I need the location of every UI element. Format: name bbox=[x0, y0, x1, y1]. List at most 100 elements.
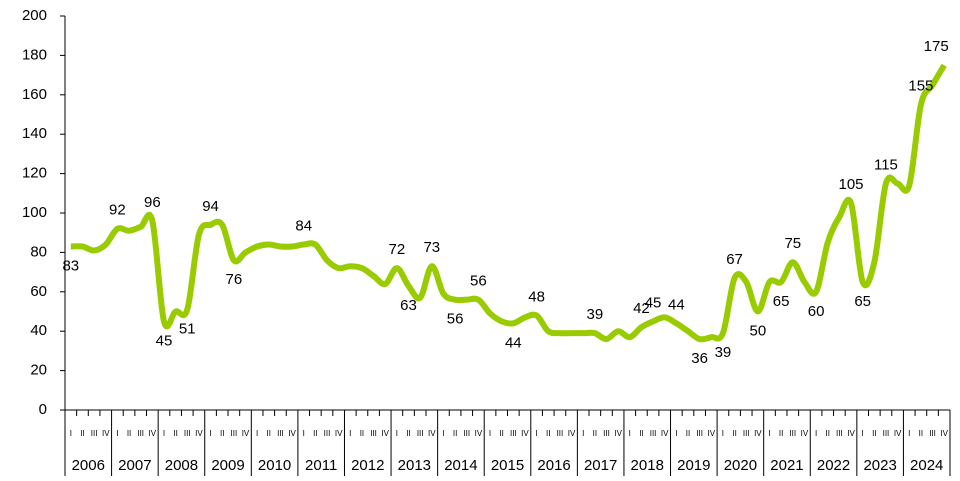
quarter-label: IV bbox=[242, 429, 250, 438]
quarter-label: I bbox=[489, 429, 491, 438]
quarter-label: IV bbox=[381, 429, 389, 438]
quarter-label: II bbox=[406, 429, 410, 438]
y-tick-label: 60 bbox=[30, 283, 47, 300]
quarter-label: III bbox=[603, 429, 610, 438]
quarter-label: II bbox=[593, 429, 597, 438]
quarter-label: III bbox=[557, 429, 564, 438]
data-label: 175 bbox=[924, 38, 949, 55]
year-label: 2018 bbox=[631, 457, 664, 474]
quarter-label: I bbox=[675, 429, 677, 438]
data-label: 105 bbox=[839, 176, 864, 193]
quarter-label: I bbox=[768, 429, 770, 438]
quarter-label: I bbox=[908, 429, 910, 438]
line bbox=[70, 63, 947, 343]
year-label: 2006 bbox=[72, 457, 105, 474]
data-label: 51 bbox=[179, 320, 196, 337]
quarter-label: III bbox=[231, 429, 238, 438]
quarter-label: II bbox=[919, 429, 923, 438]
quarter-label: II bbox=[686, 429, 690, 438]
quarter-label: I bbox=[722, 429, 724, 438]
data-label: 72 bbox=[389, 241, 406, 258]
quarter-label: IV bbox=[801, 429, 809, 438]
quarter-label: IV bbox=[754, 429, 762, 438]
quarter-label: III bbox=[137, 429, 144, 438]
quarter-label: IV bbox=[195, 429, 203, 438]
data-label: 67 bbox=[726, 251, 743, 268]
quarter-label: I bbox=[862, 429, 864, 438]
quarter-label: I bbox=[535, 429, 537, 438]
quarter-label: I bbox=[256, 429, 258, 438]
quarter-label: III bbox=[743, 429, 750, 438]
y-tick-label: 20 bbox=[30, 362, 47, 379]
data-label: 48 bbox=[528, 288, 545, 305]
quarter-label: IV bbox=[847, 429, 855, 438]
quarter-label: IV bbox=[149, 429, 157, 438]
year-label: 2020 bbox=[724, 457, 757, 474]
year-label: 2014 bbox=[444, 457, 477, 474]
y-tick-label: 80 bbox=[30, 243, 47, 260]
quarter-label: IV bbox=[102, 429, 110, 438]
y-tick-label: 180 bbox=[22, 46, 47, 63]
data-label: 45 bbox=[156, 332, 173, 349]
data-label: 92 bbox=[109, 202, 126, 219]
data-label: 42 bbox=[633, 300, 650, 317]
quarter-label: II bbox=[499, 429, 503, 438]
quarter-label: I bbox=[629, 429, 631, 438]
data-label: 45 bbox=[645, 294, 662, 311]
quarter-label: III bbox=[510, 429, 517, 438]
quarter-label: II bbox=[732, 429, 736, 438]
quarter-label: III bbox=[929, 429, 936, 438]
year-label: 2021 bbox=[770, 457, 803, 474]
y-tick-label: 120 bbox=[22, 165, 47, 182]
year-label: 2023 bbox=[863, 457, 896, 474]
quarter-label: II bbox=[453, 429, 457, 438]
quarter-label: I bbox=[442, 429, 444, 438]
quarter-label: I bbox=[303, 429, 305, 438]
year-label: 2019 bbox=[677, 457, 710, 474]
quarter-label: II bbox=[220, 429, 224, 438]
y-tick-label: 200 bbox=[22, 7, 47, 24]
quarter-label: I bbox=[209, 429, 211, 438]
data-label: 115 bbox=[874, 156, 898, 173]
quarter-label: III bbox=[184, 429, 191, 438]
data-label: 56 bbox=[470, 273, 487, 290]
quarter-label: I bbox=[582, 429, 584, 438]
data-label: 96 bbox=[144, 194, 161, 211]
quarter-label: II bbox=[826, 429, 830, 438]
data-label: 73 bbox=[423, 239, 440, 256]
data-label: 155 bbox=[908, 78, 933, 95]
quarter-label: IV bbox=[521, 429, 529, 438]
quarter-label: III bbox=[91, 429, 98, 438]
quarter-label: IV bbox=[288, 429, 296, 438]
quarter-label: III bbox=[696, 429, 703, 438]
quarter-label: II bbox=[546, 429, 550, 438]
quarter-label: III bbox=[324, 429, 331, 438]
data-label: 56 bbox=[447, 311, 464, 328]
quarter-label: I bbox=[815, 429, 817, 438]
quarter-label: IV bbox=[335, 429, 343, 438]
year-label: 2008 bbox=[165, 457, 198, 474]
data-label: 36 bbox=[691, 350, 708, 367]
quarter-label: III bbox=[883, 429, 890, 438]
quarter-label: II bbox=[173, 429, 177, 438]
quarter-label: I bbox=[163, 429, 165, 438]
data-label: 39 bbox=[715, 344, 732, 361]
quarter-label: IV bbox=[708, 429, 716, 438]
quarter-label: IV bbox=[428, 429, 436, 438]
quarter-label: III bbox=[789, 429, 796, 438]
quarter-label: II bbox=[313, 429, 317, 438]
data-label: 44 bbox=[505, 334, 522, 351]
quarter-label: II bbox=[360, 429, 364, 438]
quarter-label: II bbox=[639, 429, 643, 438]
quarter-label: IV bbox=[894, 429, 902, 438]
quarter-label: II bbox=[267, 429, 271, 438]
data-label: 44 bbox=[668, 296, 685, 313]
data-label: 83 bbox=[62, 257, 79, 274]
y-tick-label: 100 bbox=[22, 204, 47, 221]
quarter-label: I bbox=[70, 429, 72, 438]
quarter-label: IV bbox=[475, 429, 483, 438]
y-tick-label: 40 bbox=[30, 322, 47, 339]
quarter-label: II bbox=[127, 429, 131, 438]
data-label: 94 bbox=[202, 198, 219, 215]
